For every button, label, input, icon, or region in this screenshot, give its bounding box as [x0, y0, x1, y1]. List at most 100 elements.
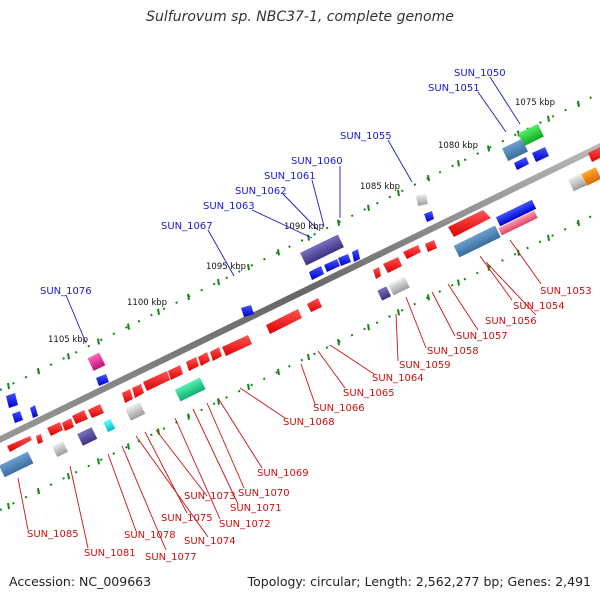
gene-label[interactable]: SUN_1056: [485, 316, 537, 327]
gene-arrow[interactable]: [448, 210, 491, 237]
gene-arrow[interactable]: [6, 393, 18, 408]
gene-label[interactable]: SUN_1068: [283, 417, 335, 428]
gene-arrow[interactable]: [222, 335, 252, 356]
gene-arrow[interactable]: [72, 410, 88, 424]
gene-label[interactable]: SUN_1075: [161, 513, 213, 524]
gene-label[interactable]: SUN_1054: [513, 301, 565, 312]
gene-block[interactable]: [388, 276, 410, 296]
reverse-strand-genes: [0, 147, 600, 478]
gene-arrow[interactable]: [198, 352, 210, 366]
gene-block[interactable]: [502, 138, 528, 162]
gene-block[interactable]: [300, 234, 344, 266]
gene-label[interactable]: SUN_1067: [161, 221, 213, 232]
gene-block[interactable]: [87, 352, 106, 371]
gene-arrow[interactable]: [309, 266, 324, 280]
gene-arrow[interactable]: [324, 259, 340, 272]
gene-arrow[interactable]: [62, 418, 74, 431]
gene-label[interactable]: SUN_1059: [399, 360, 451, 371]
gene-arrow[interactable]: [352, 249, 360, 262]
gene-arrow[interactable]: [122, 389, 133, 403]
gene-label[interactable]: SUN_1050: [454, 68, 506, 79]
gene-label[interactable]: SUN_1071: [230, 503, 282, 514]
gene-arrow[interactable]: [266, 309, 302, 334]
gene-arrow[interactable]: [12, 411, 23, 423]
gene-arrow[interactable]: [307, 298, 322, 312]
gene-arrow[interactable]: [424, 211, 434, 222]
gene-block[interactable]: [77, 427, 98, 446]
gene-label[interactable]: SUN_1061: [264, 171, 316, 182]
gene-block[interactable]: [453, 225, 501, 258]
gene-label[interactable]: SUN_1055: [340, 131, 392, 142]
major-tick: [547, 234, 550, 241]
gene-label[interactable]: SUN_1058: [427, 346, 479, 357]
gene-arrow[interactable]: [425, 240, 437, 252]
gene-label[interactable]: SUN_1053: [540, 286, 592, 297]
gene-label[interactable]: SUN_1064: [372, 373, 424, 384]
kbp-label: 1095 kbp: [206, 262, 246, 272]
major-tick: [247, 383, 250, 390]
gene-arrow[interactable]: [383, 257, 402, 273]
major-tick: [127, 323, 130, 330]
major-tick: [67, 473, 70, 480]
gene-block[interactable]: [495, 199, 537, 227]
gene-label[interactable]: SUN_1062: [235, 186, 287, 197]
gene-block[interactable]: [174, 377, 206, 402]
gene-label[interactable]: SUN_1077: [145, 552, 197, 563]
gene-label[interactable]: SUN_1074: [184, 536, 236, 547]
gene-label[interactable]: SUN_1057: [456, 331, 508, 342]
gene-arrow[interactable]: [338, 254, 351, 266]
gene-label[interactable]: SUN_1065: [343, 388, 395, 399]
major-tick: [547, 115, 550, 122]
gene-arrow[interactable]: [47, 422, 63, 436]
gene-arrow[interactable]: [241, 305, 254, 317]
major-tick: [187, 293, 190, 301]
gene-arrow[interactable]: [532, 147, 549, 162]
gene-block[interactable]: [0, 451, 34, 478]
gene-label[interactable]: SUN_1085: [27, 529, 79, 540]
gene-arrow[interactable]: [210, 347, 222, 361]
major-tick: [247, 264, 250, 271]
major-tick: [337, 219, 340, 226]
gene-arrow[interactable]: [88, 404, 104, 418]
gene-label[interactable]: SUN_1066: [313, 403, 365, 414]
major-tick: [397, 309, 400, 316]
gene-arrow[interactable]: [7, 436, 32, 452]
gene-block[interactable]: [51, 440, 69, 458]
gene-arrow[interactable]: [96, 374, 109, 386]
gene-label[interactable]: SUN_1051: [428, 83, 480, 94]
major-tick: [67, 353, 70, 360]
gene-label[interactable]: SUN_1070: [238, 488, 290, 499]
forward-strand-genes: [6, 123, 549, 423]
gene-arrow[interactable]: [373, 267, 381, 279]
gene-arrow[interactable]: [132, 384, 144, 398]
major-tick: [127, 443, 130, 450]
gene-block[interactable]: [568, 173, 587, 192]
major-tick: [427, 294, 430, 301]
gene-label[interactable]: SUN_1063: [203, 201, 255, 212]
gene-label[interactable]: SUN_1078: [124, 530, 176, 541]
gene-arrow[interactable]: [588, 147, 600, 162]
gene-block[interactable]: [581, 167, 600, 186]
gene-block[interactable]: [518, 123, 544, 147]
gene-block[interactable]: [377, 286, 392, 301]
gene-block[interactable]: [125, 402, 146, 421]
gene-arrow[interactable]: [403, 245, 421, 259]
gene-label[interactable]: SUN_1069: [257, 468, 309, 479]
major-tick: [97, 458, 100, 465]
gene-arrow[interactable]: [143, 371, 170, 391]
gene-arrow[interactable]: [186, 357, 199, 371]
gene-block[interactable]: [498, 210, 538, 236]
gene-label[interactable]: SUN_1072: [219, 519, 271, 530]
gene-arrow[interactable]: [36, 434, 43, 444]
gene-arrow[interactable]: [514, 157, 529, 170]
gene-block[interactable]: [103, 418, 116, 433]
gene-arrow[interactable]: [168, 365, 183, 380]
gene-block[interactable]: [416, 194, 428, 206]
gene-arrow[interactable]: [30, 405, 38, 418]
gene-label[interactable]: SUN_1081: [84, 548, 136, 559]
gene-label[interactable]: SUN_1073: [184, 491, 236, 502]
gene-label[interactable]: SUN_1076: [40, 286, 92, 297]
gene-label[interactable]: SUN_1060: [291, 156, 343, 167]
major-tick: [457, 160, 460, 167]
